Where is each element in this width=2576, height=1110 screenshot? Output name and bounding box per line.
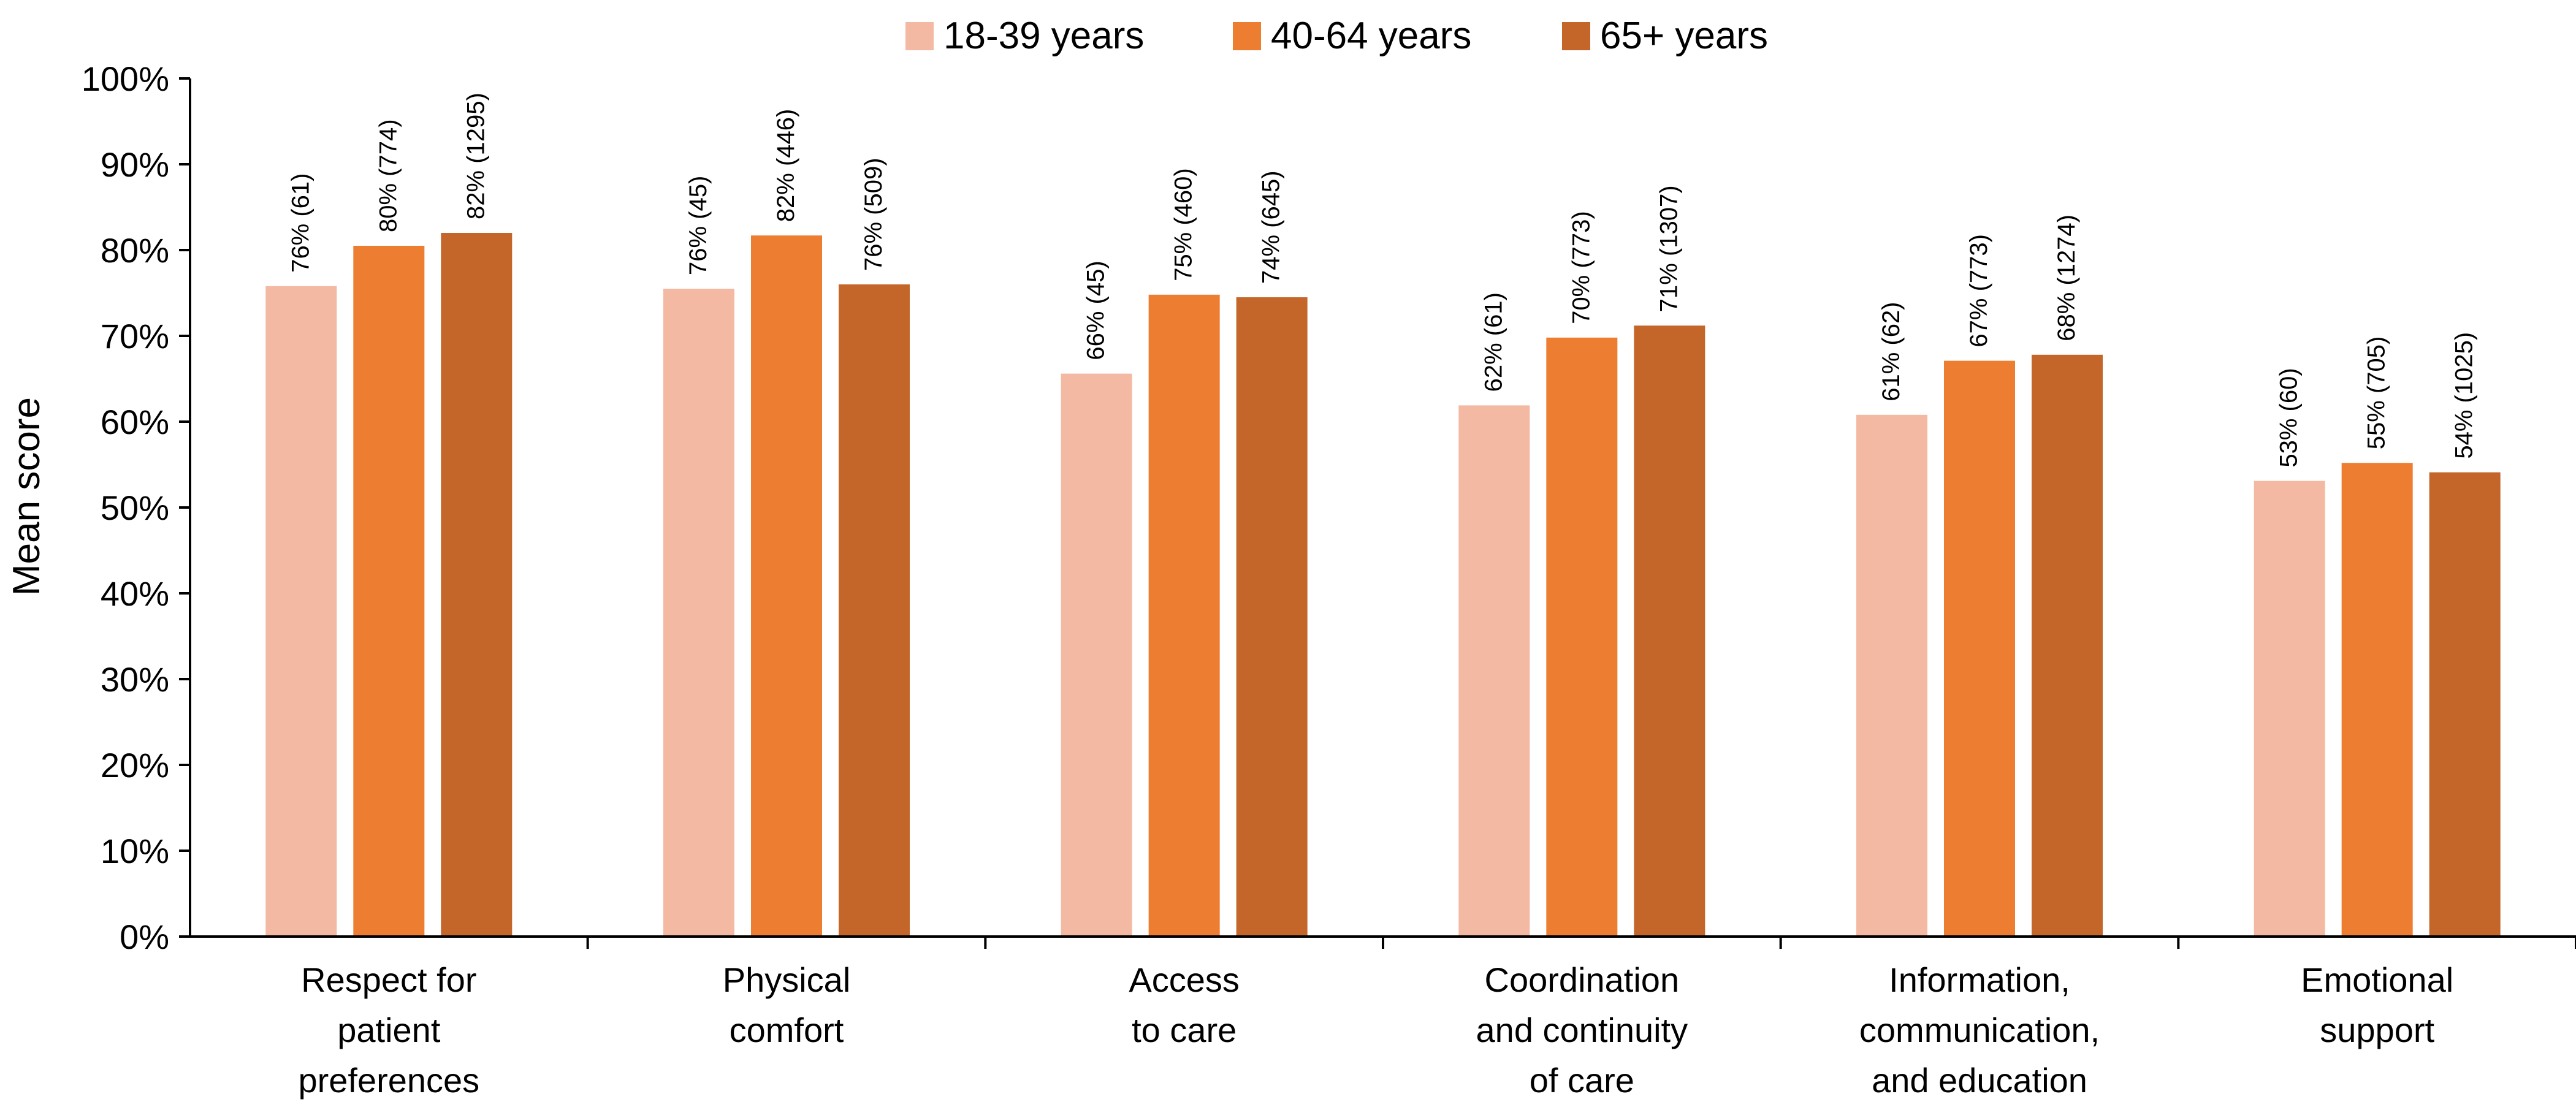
x-tick-label-line: of care [1530, 1061, 1634, 1100]
x-tick-label-line: preferences [298, 1061, 479, 1100]
y-tick-label: 30% [101, 660, 169, 699]
x-tick-label-line: Access [1129, 960, 1240, 999]
y-tick-label: 60% [101, 403, 169, 441]
x-tick-label-line: Physical [723, 960, 851, 999]
y-tick-label: 100% [82, 59, 169, 98]
bar-data-label: 75% (460) [1170, 168, 1197, 281]
x-tick-label-line: and continuity [1476, 1011, 1688, 1049]
x-tick-label: Access to care [1129, 960, 1240, 1049]
y-axis: 0% 10% 20% 30% 40% 50% 60% 70% 80% 90% 100% [82, 59, 191, 956]
legend-swatch [1233, 22, 1261, 50]
bar [1236, 297, 1308, 937]
y-tick-label: 50% [101, 488, 169, 527]
bar-data-label: 67% (773) [1965, 234, 1992, 348]
bar-data-label: 82% (1295) [462, 93, 489, 219]
bar-data-label: 61% (62) [1878, 302, 1905, 401]
bar-data-label: 68% (1274) [2053, 215, 2080, 341]
x-tick-label-line: support [2320, 1011, 2434, 1049]
x-tick-label-line: comfort [730, 1011, 844, 1049]
bar [663, 289, 734, 937]
legend-swatch [1562, 22, 1590, 50]
bars: 76% (61) 80% (774) 82% (1295) 76% (45) 82% (… [265, 93, 2501, 937]
bar [2429, 472, 2501, 937]
legend-label: 65+ years [1600, 15, 1768, 57]
bar-data-label: 55% (705) [2363, 336, 2390, 450]
y-tick-label: 90% [101, 145, 169, 184]
bar [1458, 405, 1530, 937]
bar [265, 286, 337, 937]
bar-data-label: 54% (1025) [2451, 332, 2478, 459]
bar [1944, 360, 2015, 937]
x-tick-label-line: and education [1872, 1061, 2087, 1100]
legend-label: 40-64 years [1271, 15, 1471, 57]
bar [751, 235, 822, 937]
bar [1061, 373, 1132, 937]
y-tick-label: 10% [101, 832, 169, 870]
y-tick-label: 80% [101, 231, 169, 270]
bar-data-label: 80% (774) [375, 119, 402, 232]
bar-data-label: 76% (61) [287, 173, 314, 272]
x-axis: Respect for patient preferences Physical com… [190, 935, 2576, 1100]
x-tick-label: Coordination and continuity of care [1476, 960, 1688, 1100]
legend-swatch [905, 22, 934, 50]
bar-data-label: 82% (446) [772, 109, 799, 222]
x-tick-label-line: Emotional [2301, 960, 2453, 999]
bar-data-label: 76% (509) [860, 158, 887, 271]
bar [441, 233, 513, 937]
bar-data-label: 62% (61) [1480, 292, 1507, 392]
y-tick-label: 70% [101, 317, 169, 355]
x-tick-label: Physical comfort [723, 960, 851, 1049]
x-tick-label: Information, communication, and education [1859, 960, 2100, 1100]
x-tick-label-line: patient [337, 1011, 441, 1049]
bar-data-label: 76% (45) [685, 176, 712, 275]
y-tick-label: 40% [101, 574, 169, 613]
bar [1148, 294, 1220, 937]
bar [1634, 325, 1705, 937]
bar [2032, 354, 2103, 937]
bar [353, 246, 425, 937]
bar [2254, 481, 2325, 937]
bar [1546, 337, 1618, 937]
x-tick-label-line: to care [1132, 1011, 1237, 1049]
bar [1856, 414, 1927, 937]
bar-data-label: 66% (45) [1083, 260, 1110, 360]
bar-data-label: 71% (1307) [1655, 185, 1682, 312]
y-tick-label: 0% [120, 918, 169, 956]
y-tick-label: 20% [101, 746, 169, 785]
legend-label: 18-39 years [943, 15, 1144, 57]
y-axis-title: Mean score [6, 397, 48, 596]
x-tick-label: Emotional support [2301, 960, 2453, 1049]
x-tick-label-line: communication, [1859, 1011, 2100, 1049]
x-tick-label-line: Information, [1889, 960, 2070, 999]
bar-data-label: 53% (60) [2276, 368, 2303, 467]
bar-data-label: 70% (773) [1568, 211, 1595, 324]
bar [2341, 463, 2413, 937]
x-tick-label-line: Coordination [1485, 960, 1680, 999]
bar-data-label: 74% (645) [1258, 170, 1285, 284]
x-tick-label-line: Respect for [301, 960, 476, 999]
legend: 18-39 years 40-64 years 65+ years [905, 15, 1768, 57]
x-tick-label: Respect for patient preferences [298, 960, 479, 1100]
bar [839, 284, 910, 937]
